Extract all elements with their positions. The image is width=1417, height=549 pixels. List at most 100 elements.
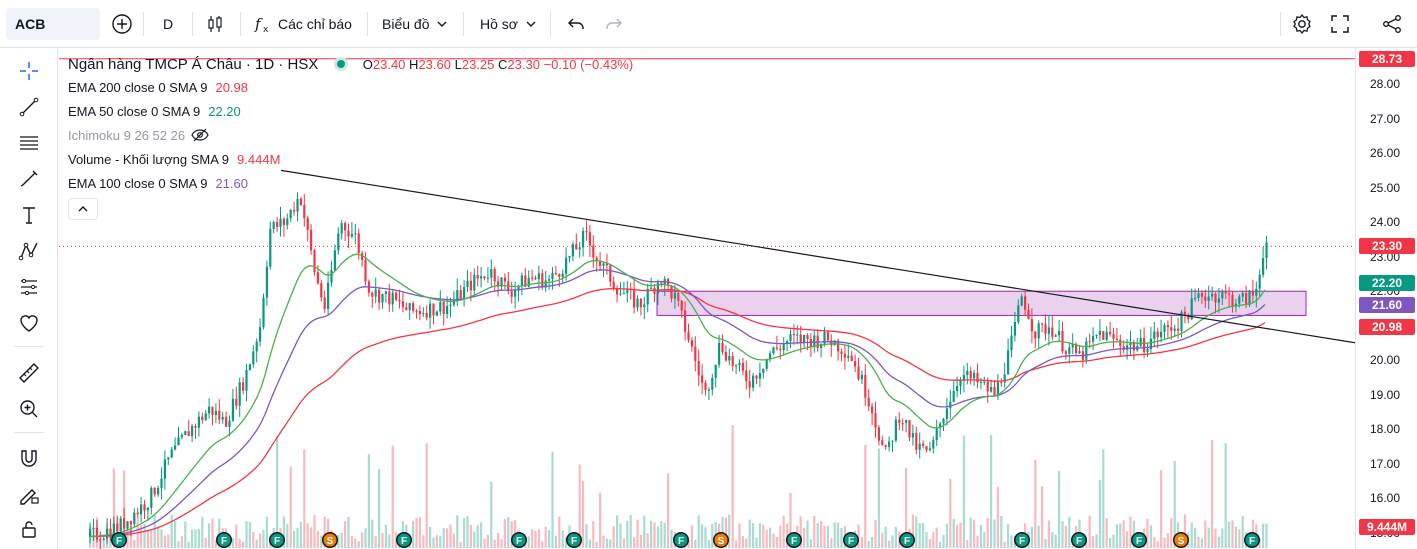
candle-body	[792, 334, 795, 336]
undo-icon[interactable]	[564, 12, 588, 36]
volume-bar	[1115, 524, 1118, 548]
chevron-down-icon	[526, 21, 536, 27]
candle-body	[656, 282, 659, 294]
volume-bar	[728, 514, 731, 548]
candle-body	[129, 521, 132, 525]
symbol-search[interactable]: ACB	[6, 8, 100, 40]
crosshair-tool[interactable]	[14, 56, 44, 86]
settings-icon[interactable]	[1290, 12, 1314, 36]
lock-tool[interactable]	[14, 514, 44, 544]
volume-bar	[384, 524, 387, 548]
interval-button[interactable]: D	[163, 8, 173, 40]
volume-bar	[799, 516, 802, 548]
volume-bar	[1207, 527, 1210, 548]
low-label: L	[454, 57, 462, 72]
candle-body	[1207, 296, 1210, 301]
indicators-button[interactable]: Các chỉ báo	[278, 8, 352, 40]
price-axis[interactable]: 28.0027.0026.0025.0024.0023.0022.0021.00…	[1355, 48, 1417, 549]
volume-bar	[782, 515, 785, 548]
price-tick: 17.00	[1370, 456, 1401, 471]
indicator-ema100[interactable]: EMA 100 close 0 SMA 9 21.60	[68, 176, 248, 191]
volume-bar	[143, 523, 146, 548]
trendline-tool[interactable]	[14, 92, 44, 122]
volume-bar	[316, 531, 319, 548]
volume-bar	[731, 425, 734, 548]
chart-type-button[interactable]: Biểu đồ	[382, 8, 448, 40]
candle-body	[1132, 342, 1135, 351]
trendline-icon	[19, 97, 39, 117]
fib-tool[interactable]	[14, 128, 44, 158]
volume-bar	[286, 524, 289, 548]
candle-body	[877, 427, 880, 441]
volume-bar	[184, 521, 187, 548]
candle-body	[378, 289, 381, 303]
volume-bar	[361, 532, 364, 548]
candle-body	[316, 272, 319, 284]
volume-bar	[1146, 518, 1149, 548]
share-icon[interactable]	[1380, 12, 1404, 36]
candle-body	[704, 382, 707, 391]
candle-body	[1105, 331, 1108, 340]
candle-body	[1153, 331, 1156, 339]
volume-bar	[626, 520, 629, 548]
volume-bar	[367, 454, 370, 548]
magnet-tool[interactable]	[14, 444, 44, 474]
redo-icon[interactable]	[602, 12, 626, 36]
candle-body	[592, 245, 595, 258]
candle-body	[197, 416, 200, 428]
candle-body	[956, 385, 959, 391]
candle-body	[242, 382, 245, 391]
candle-body	[935, 428, 938, 441]
indicator-ema200[interactable]: EMA 200 close 0 SMA 9 20.98	[68, 80, 248, 95]
volume-bar	[779, 525, 782, 548]
text-tool[interactable]	[14, 200, 44, 230]
candle-body	[1211, 293, 1214, 297]
event-marker-label: F	[221, 536, 227, 547]
favorites-tool[interactable]	[14, 308, 44, 338]
candle-body	[401, 301, 404, 308]
pattern-tool[interactable]	[14, 236, 44, 266]
candle-body	[116, 523, 119, 532]
candle-body	[687, 331, 690, 341]
event-marker-label: F	[401, 536, 407, 547]
candle-body	[1170, 327, 1173, 331]
collapse-legend-button[interactable]	[68, 198, 98, 220]
forecast-tool[interactable]	[14, 272, 44, 302]
volume-bar	[823, 525, 826, 548]
brush-tool[interactable]	[14, 164, 44, 194]
volume-bar	[483, 538, 486, 548]
fullscreen-icon[interactable]	[1328, 12, 1352, 36]
volume-bar	[439, 535, 442, 548]
volume-bar	[537, 529, 540, 548]
eye-hidden-icon[interactable]	[191, 128, 209, 142]
brush-icon	[20, 170, 38, 187]
price-label-tag: 28.73	[1359, 50, 1415, 67]
candle-body	[1248, 291, 1251, 306]
zoom-tool[interactable]	[14, 394, 44, 424]
candle-body	[806, 335, 809, 339]
profile-button[interactable]: Hồ sơ	[480, 8, 537, 40]
event-marker-label: F	[116, 536, 122, 547]
volume-bar	[1109, 537, 1112, 548]
indicator-volume[interactable]: Volume - Khối lượng SMA 9 9.444M	[68, 152, 280, 167]
lock-drawing-tool[interactable]	[14, 480, 44, 510]
candle-body	[527, 277, 530, 287]
candle-body	[408, 303, 411, 311]
volume-bar	[1173, 460, 1176, 548]
candle-body	[449, 304, 452, 306]
candle-body	[578, 247, 581, 250]
indicator-ichimoku[interactable]: Ichimoku 9 26 52 26	[68, 128, 209, 143]
measure-tool[interactable]	[14, 358, 44, 388]
event-marker-label: F	[1019, 536, 1025, 547]
volume-bar	[599, 492, 602, 548]
volume-bar	[976, 535, 979, 548]
add-symbol-icon[interactable]	[110, 12, 134, 36]
volume-bar	[758, 523, 761, 548]
candles-icon[interactable]	[203, 12, 227, 36]
candle-body	[221, 416, 224, 420]
volume-bar	[456, 515, 459, 548]
indicator-ema50[interactable]: EMA 50 close 0 SMA 9 22.20	[68, 104, 241, 119]
candle-body	[405, 307, 408, 311]
